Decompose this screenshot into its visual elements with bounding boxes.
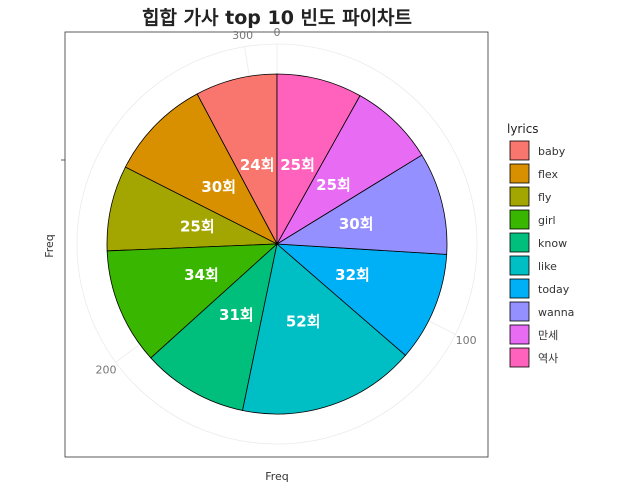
radial-tick-label: 300: [232, 29, 253, 42]
slice-label: 30회: [339, 215, 374, 233]
legend-label: know: [538, 237, 567, 250]
legend-key: [510, 210, 529, 229]
legend-label: fly: [538, 191, 552, 204]
slice-label: 34회: [184, 266, 219, 284]
slice-label: 25회: [280, 156, 315, 174]
legend-key: [510, 325, 529, 344]
legend-label: baby: [538, 145, 566, 158]
radial-tick-label: 0: [274, 26, 281, 39]
slice-label: 25회: [180, 218, 215, 236]
slice-label: 24회: [240, 156, 275, 174]
y-axis-label: Freq: [43, 234, 56, 258]
legend-key: [510, 348, 529, 367]
legend-label: 만세: [538, 329, 558, 342]
legend-key: [510, 279, 529, 298]
legend-label: today: [538, 283, 570, 296]
radial-tick-label: 200: [96, 363, 117, 376]
slice-label: 32회: [335, 266, 370, 284]
legend-key: [510, 256, 529, 275]
legend-label: flex: [538, 168, 559, 181]
legend-label: girl: [538, 214, 556, 227]
legend-label: wanna: [538, 306, 574, 319]
x-axis-label: Freq: [265, 470, 289, 483]
slice-label: 30회: [201, 178, 236, 196]
legend-label: 역사: [538, 352, 558, 365]
slice-label: 52회: [286, 312, 321, 330]
legend-key: [510, 187, 529, 206]
legend-key: [510, 233, 529, 252]
slice-label: 25회: [316, 176, 351, 194]
pie-slices: [107, 74, 447, 414]
radial-tick-label: 100: [456, 334, 477, 347]
legend-title: lyrics: [507, 122, 539, 136]
legend-label: like: [538, 260, 557, 273]
legend-key: [510, 302, 529, 321]
legend-key: [510, 141, 529, 160]
slice-label: 31회: [219, 306, 254, 324]
legend-key: [510, 164, 529, 183]
